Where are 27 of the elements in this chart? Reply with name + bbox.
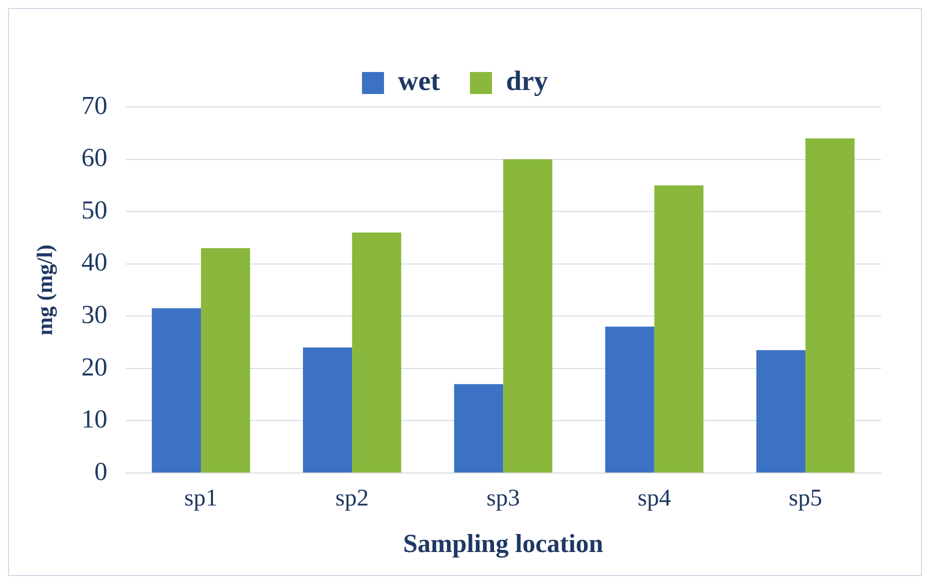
y-tick-label: 10 [81,404,108,434]
bar [302,348,352,472]
x-tick-label: sp3 [486,486,520,512]
y-tick-label: 50 [81,195,108,224]
bar [756,350,806,472]
y-tick-label: 40 [81,248,108,277]
y-tick-label: 30 [81,300,108,329]
y-tick-label: 20 [81,352,108,382]
y-axis-title: mg (mg/l) [32,244,57,336]
bar [654,185,704,472]
x-tick-label: sp5 [788,486,822,512]
bar [605,326,654,472]
bar [805,138,855,472]
y-tick-label: 60 [81,143,108,172]
bar [152,308,201,472]
x-tick-label: sp4 [638,486,671,512]
x-axis-title: Sampling location [403,529,604,558]
bar [454,384,504,472]
bar [503,159,552,472]
bar [352,232,402,472]
legend-label: dry [506,66,548,98]
y-tick-label: 70 [81,90,108,120]
x-tick-label: sp2 [335,486,369,512]
y-tick-label: 0 [94,456,108,486]
bar [200,248,250,472]
x-tick-label: sp1 [184,486,218,512]
legend-label: wet [398,66,441,98]
